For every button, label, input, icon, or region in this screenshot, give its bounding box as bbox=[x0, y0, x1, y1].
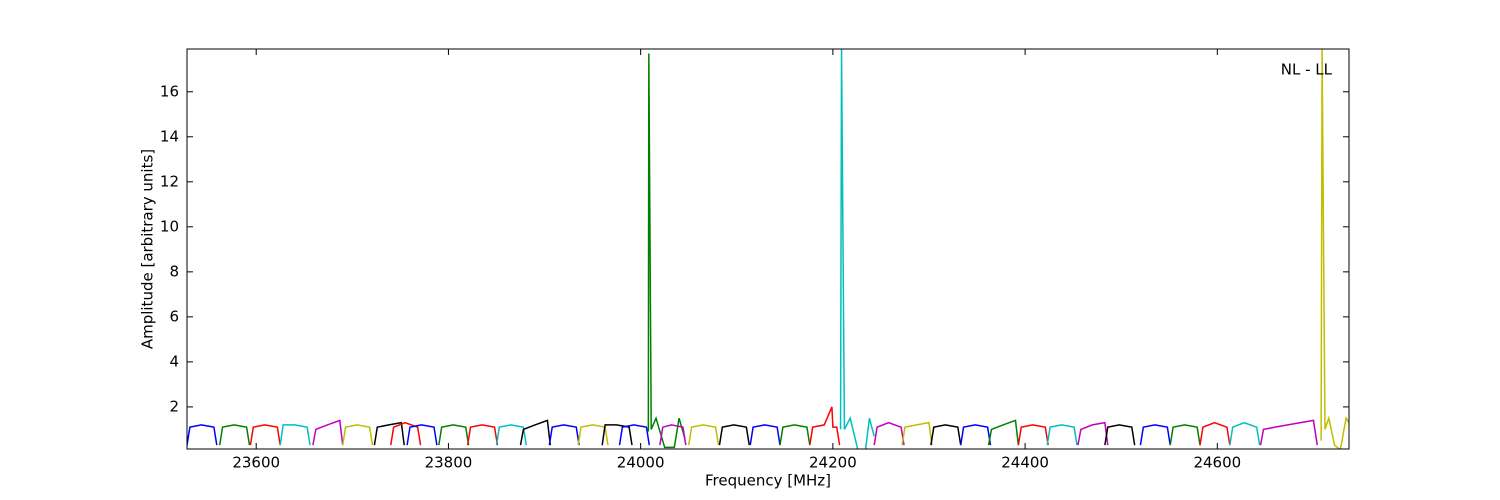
spectrum-line bbox=[495, 424, 528, 446]
spectrum-line bbox=[1017, 424, 1049, 446]
spectrum-line bbox=[548, 424, 580, 446]
y-tick-label: 16 bbox=[160, 82, 179, 100]
spectrum-line bbox=[218, 424, 251, 446]
y-axis-label: Amplitude [arbitrary units] bbox=[139, 149, 157, 349]
x-axis-label: Frequency [MHz] bbox=[705, 472, 831, 490]
y-tick-label: 4 bbox=[169, 352, 179, 370]
x-tick-label: 24000 bbox=[617, 454, 665, 472]
y-tick-label: 10 bbox=[160, 217, 179, 235]
spectrum-line bbox=[959, 424, 992, 446]
plot-lines bbox=[187, 49, 1349, 449]
spectrum-line bbox=[1229, 421, 1261, 446]
spectrum-line bbox=[577, 424, 609, 446]
spectrum-line bbox=[466, 424, 499, 446]
spectrum-line bbox=[187, 424, 218, 446]
spectrum-line bbox=[659, 424, 687, 446]
x-tick-label: 23600 bbox=[232, 454, 280, 472]
spectrum-line bbox=[438, 424, 470, 446]
x-tick-label: 24600 bbox=[1193, 454, 1241, 472]
y-tick-label: 14 bbox=[160, 127, 179, 145]
plot-frame bbox=[186, 48, 1350, 450]
spectrum-line bbox=[618, 424, 651, 446]
spectrum-line bbox=[779, 424, 811, 446]
spectrum-line bbox=[901, 421, 933, 446]
spectrum-line bbox=[312, 419, 344, 446]
spectrum-line bbox=[839, 49, 875, 449]
spectrum-line bbox=[249, 424, 281, 446]
spectrum-line bbox=[406, 424, 438, 446]
x-tick-label: 23800 bbox=[425, 454, 473, 472]
spectrum-line bbox=[1077, 421, 1109, 446]
spectrum-line bbox=[987, 419, 1020, 446]
spectrum-line bbox=[341, 424, 374, 446]
spectrum-line bbox=[1259, 419, 1319, 446]
y-tick-label: 12 bbox=[160, 172, 179, 190]
spectrum-line bbox=[647, 53, 686, 449]
spectrum-line bbox=[279, 424, 311, 446]
annotation: NL - LL bbox=[1281, 61, 1333, 79]
spectrum-line bbox=[718, 424, 751, 446]
spectrum-line bbox=[1320, 49, 1349, 449]
y-tick-label: 2 bbox=[169, 397, 179, 415]
spectrum-line bbox=[930, 424, 962, 446]
spectrum-line bbox=[373, 421, 405, 446]
spectrum-line bbox=[601, 424, 633, 446]
x-tick-label: 24200 bbox=[809, 454, 857, 472]
spectrum-line bbox=[390, 421, 422, 446]
spectrum-line bbox=[1139, 424, 1171, 446]
y-tick-label: 6 bbox=[169, 307, 179, 325]
spectrum-line bbox=[1104, 424, 1136, 446]
spectrum-line bbox=[1046, 424, 1078, 446]
spectrum-line bbox=[519, 419, 552, 446]
y-tick-label: 8 bbox=[169, 262, 179, 280]
spectrum-line bbox=[809, 406, 841, 446]
spectrum-line bbox=[749, 424, 781, 446]
spectrum-line bbox=[1199, 421, 1231, 446]
spectrum-line bbox=[687, 424, 720, 446]
spectrum-line bbox=[1169, 424, 1201, 446]
x-tick-label: 24400 bbox=[1001, 454, 1049, 472]
spectrum-line bbox=[873, 421, 905, 446]
